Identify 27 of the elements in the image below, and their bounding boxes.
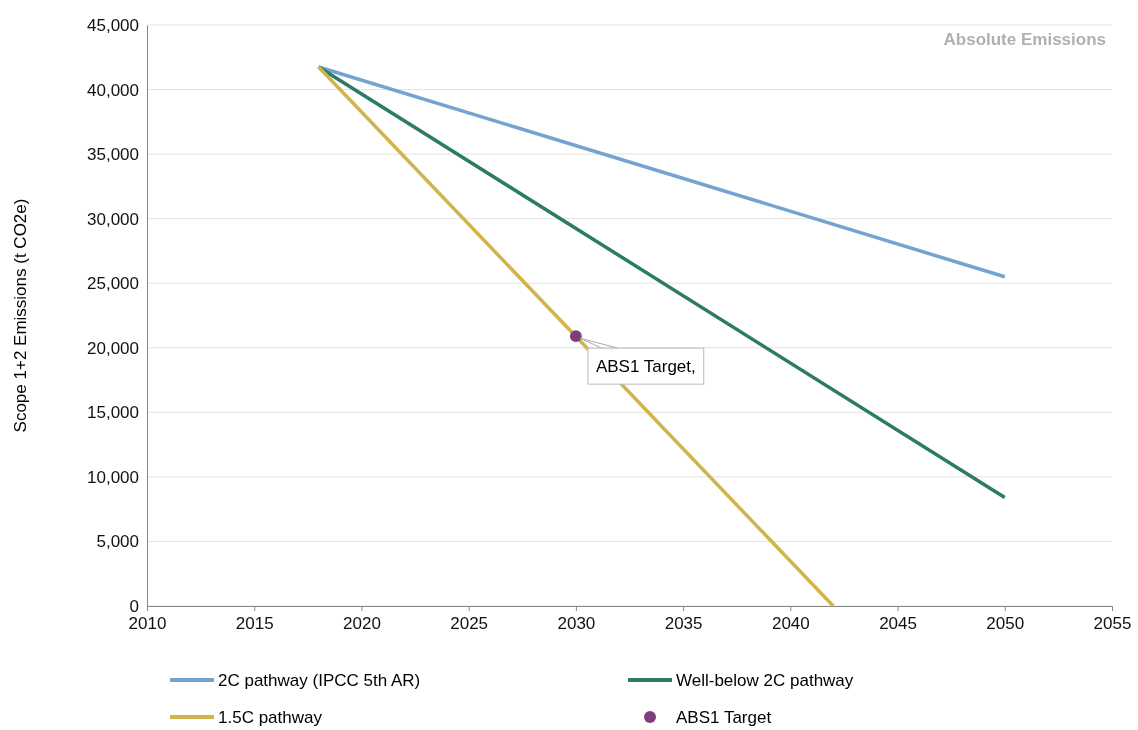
x-tick-label: 2045: [879, 614, 917, 634]
y-tick-label: 35,000: [87, 145, 139, 165]
x-tick-label: 2040: [771, 614, 810, 634]
x-tick-label: 2050: [986, 614, 1025, 634]
y-axis-title: Scope 1+2 Emissions (t CO2e): [11, 198, 30, 433]
y-tick-label: 15,000: [87, 403, 139, 423]
y-tick-label: 25,000: [87, 274, 139, 294]
x-tick-label: 2035: [664, 614, 703, 634]
x-tick-label: 2015: [235, 614, 274, 634]
legend-label: 2C pathway (IPCC 5th AR): [218, 671, 421, 690]
x-tick-label: 2020: [343, 614, 381, 634]
annotation: Absolute Emissions: [943, 30, 1106, 49]
y-tick-label: 10,000: [87, 467, 139, 487]
y-tick-label: 5,000: [96, 532, 139, 552]
legend-label: Well-below 2C pathway: [676, 671, 854, 690]
y-tick-label: 45,000: [87, 15, 139, 35]
y-tick-label: 0: [129, 596, 139, 616]
y-tick-label: 30,000: [87, 209, 139, 229]
x-tick-label: 2030: [557, 614, 596, 634]
x-tick-label: 2010: [128, 614, 167, 634]
legend-label: 1.5C pathway: [218, 708, 323, 727]
y-tick-label: 40,000: [87, 80, 139, 100]
y-tick-label: 20,000: [87, 338, 139, 358]
legend-label: ABS1 Target: [676, 708, 772, 727]
annotation: ABS1 Target,: [595, 357, 696, 377]
x-tick-label: 2025: [450, 614, 489, 634]
x-tick-label: 2055: [1093, 614, 1132, 634]
